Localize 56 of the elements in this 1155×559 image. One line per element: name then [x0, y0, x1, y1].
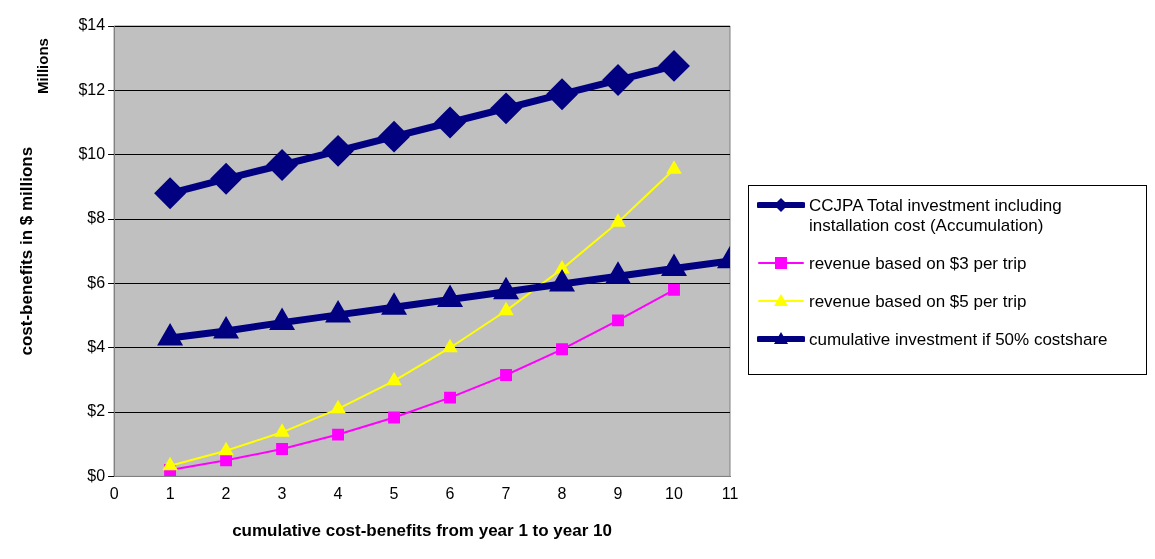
- point: [276, 443, 289, 455]
- point: [379, 122, 409, 152]
- y-tick-label: $0: [87, 466, 106, 484]
- x-tick-label: 3: [277, 485, 287, 503]
- point: [547, 79, 577, 109]
- point: [444, 391, 456, 404]
- legend-label: revenue based on $5 per trip: [809, 291, 1027, 312]
- point: [668, 283, 680, 296]
- x-tick-label: 1: [165, 485, 175, 503]
- x-axis-title: cumulative cost-benefits from year 1 to year 10: [232, 521, 612, 541]
- legend-label: cumulative investment if 50% costshare: [809, 329, 1108, 350]
- point: [332, 428, 345, 441]
- point: [603, 65, 633, 95]
- point: [275, 424, 290, 437]
- point: [610, 214, 626, 227]
- point: [666, 161, 682, 174]
- legend-label: CCJPA Total investment including installation cost (Accumulation): [809, 195, 1063, 236]
- point: [612, 314, 624, 327]
- x-tick-label: 6: [445, 485, 455, 503]
- point: [267, 150, 297, 180]
- point: [442, 339, 458, 353]
- text: Millions: [34, 38, 52, 94]
- point: [220, 454, 233, 467]
- y-tick-label: $12: [78, 80, 106, 98]
- point: [163, 457, 178, 471]
- x-tick-label: 0: [109, 485, 119, 503]
- y-tick-label: $2: [87, 402, 106, 420]
- x-tick-label: 7: [501, 485, 511, 503]
- y-tick-label: $6: [87, 273, 106, 291]
- legend-label: revenue based on $3 per trip: [809, 253, 1027, 274]
- point: [554, 260, 570, 274]
- x-tick-label: 4: [333, 485, 343, 503]
- x-tick-label: 9: [613, 485, 623, 503]
- x-tick-label: 2: [221, 485, 231, 503]
- point: [556, 343, 568, 356]
- y-tick-label: $10: [78, 145, 106, 163]
- point: [498, 302, 514, 316]
- x-tick-label: 10: [665, 485, 684, 503]
- y-tick-label: $14: [78, 16, 106, 34]
- point: [331, 400, 346, 414]
- y-tick-label: $8: [87, 209, 106, 227]
- point: [323, 136, 353, 166]
- y-tick-label: $4: [87, 338, 106, 356]
- point: [500, 369, 512, 382]
- point: [491, 93, 521, 123]
- point: [386, 372, 402, 386]
- point: [435, 108, 465, 138]
- point: [211, 164, 241, 194]
- x-tick-label: 8: [557, 485, 567, 503]
- point: [219, 442, 234, 456]
- point: [659, 51, 689, 81]
- x-tick-label: 11: [721, 485, 739, 503]
- x-tick-label: 5: [389, 485, 399, 503]
- y-axis-title: cost-benefits in $ millions: [16, 146, 36, 356]
- point: [388, 411, 400, 424]
- point: [155, 178, 185, 208]
